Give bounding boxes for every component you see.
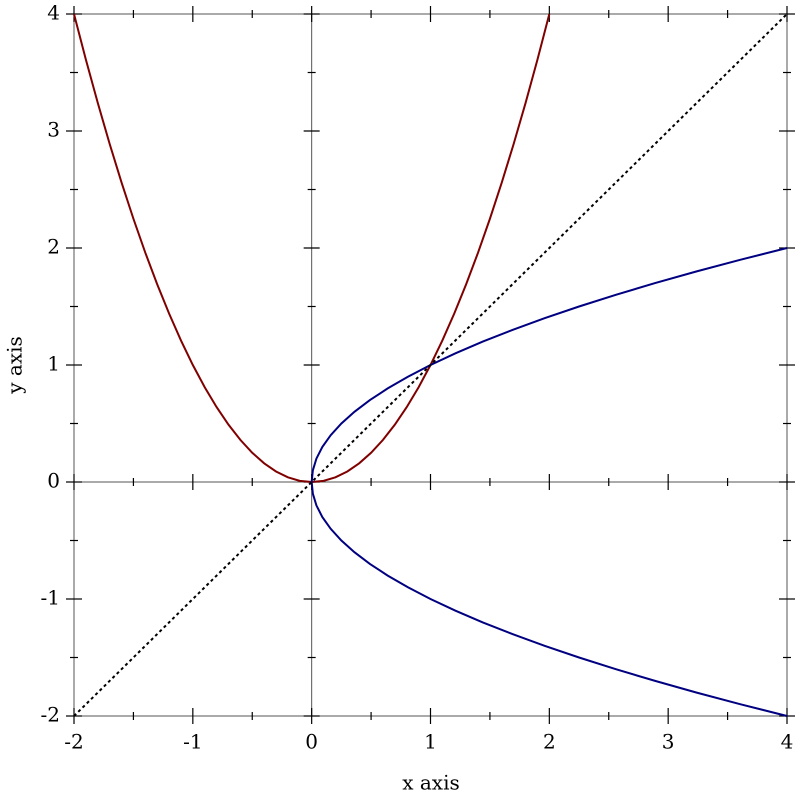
x-tick-label: 4 [781, 730, 794, 754]
y-axis-label: y axis [3, 336, 27, 395]
x-tick-label: 0 [305, 730, 318, 754]
x-tick-label: -1 [183, 730, 202, 754]
x-tick-label: 1 [424, 730, 437, 754]
x-axis-label: x axis [402, 771, 460, 795]
y-tick-label: 0 [47, 469, 60, 493]
y-tick-label: 1 [47, 352, 60, 376]
y-tick-label: 4 [47, 1, 60, 25]
x-tick-label: 2 [543, 730, 556, 754]
y-tick-label: -2 [41, 703, 60, 727]
y-tick-label: 3 [47, 118, 60, 142]
curve [73, 13, 788, 717]
x-tick-label: 3 [662, 730, 675, 754]
y-tick-label: 2 [47, 235, 60, 259]
y-tick-label: -1 [41, 586, 60, 610]
x-tick-label: -2 [64, 730, 83, 754]
curve [310, 247, 788, 717]
